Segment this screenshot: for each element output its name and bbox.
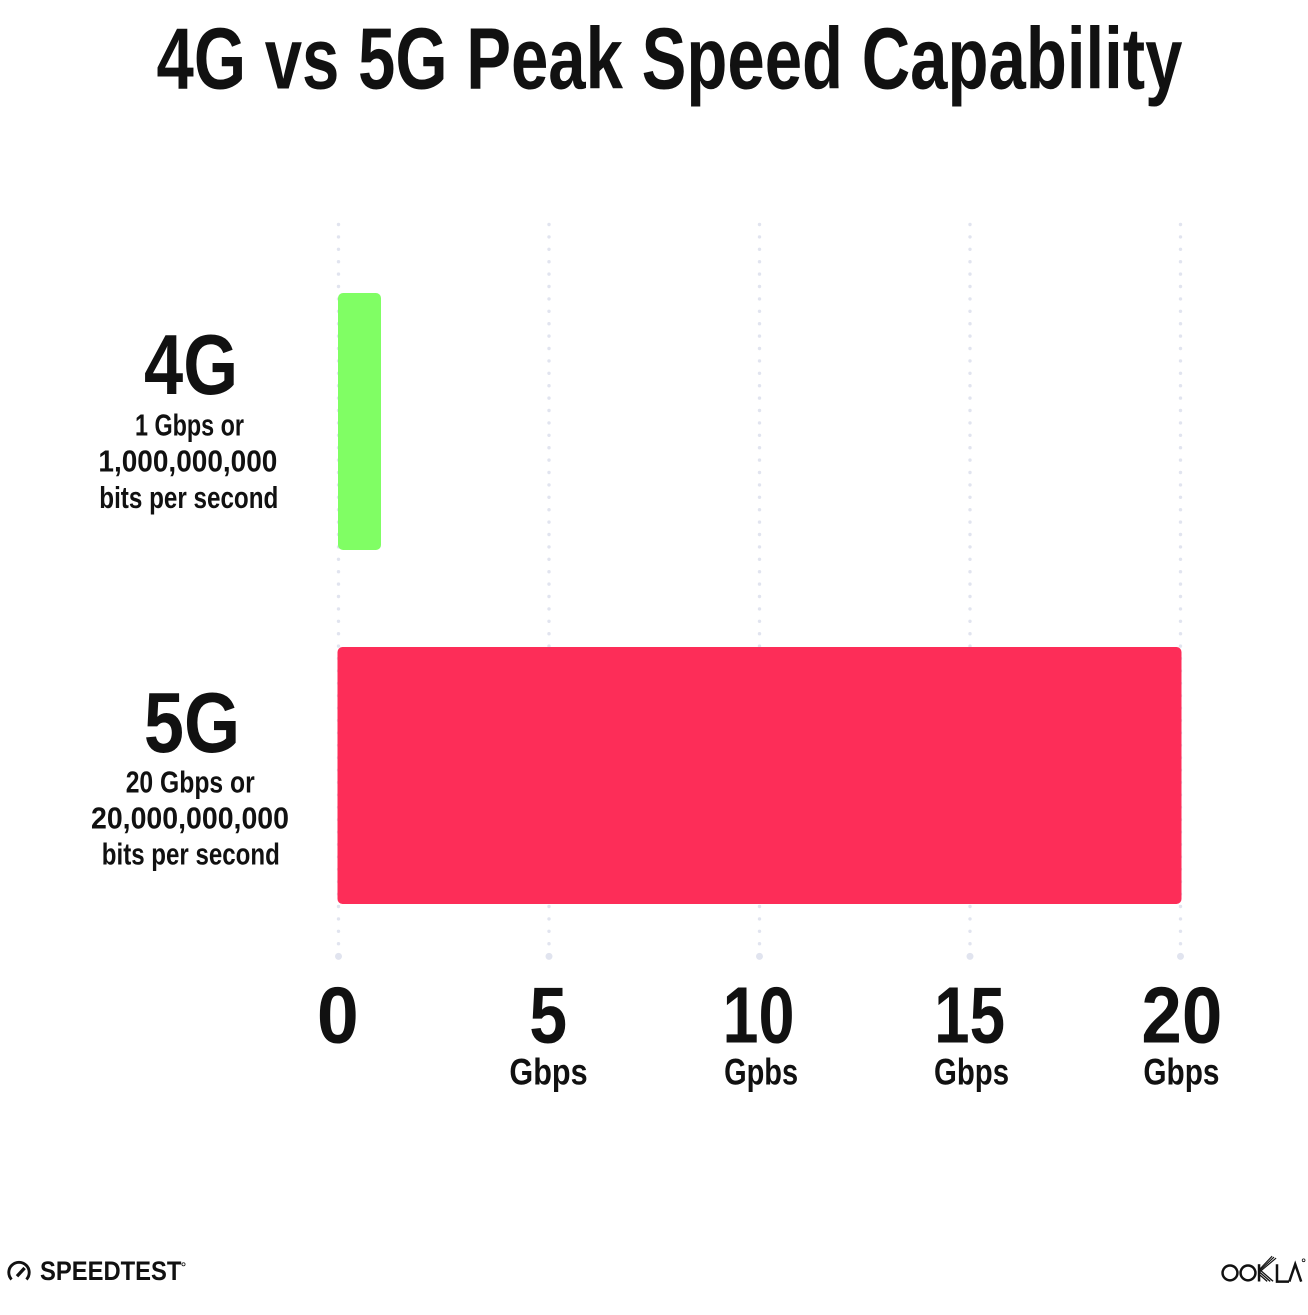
svg-text:SPEEDTEST: SPEEDTEST [40,1256,181,1286]
svg-text:4G vs 5G Peak Speed Capability: 4G vs 5G Peak Speed Capability [157,9,1183,107]
svg-text:1,000,000,000: 1,000,000,000 [98,445,277,479]
svg-text:Gbps: Gbps [1143,1052,1219,1093]
svg-text:10: 10 [722,971,794,1060]
svg-text:Gpbs: Gpbs [724,1052,798,1093]
svg-text:1 Gbps or: 1 Gbps or [135,409,244,443]
svg-text:20,000,000,000: 20,000,000,000 [91,802,289,836]
svg-text:bits per second: bits per second [99,481,278,515]
svg-text:20: 20 [1141,971,1222,1060]
svg-text:5G: 5G [144,675,240,771]
svg-text:15: 15 [934,971,1005,1060]
svg-text:5: 5 [529,971,567,1060]
svg-text:Gbps: Gbps [934,1052,1009,1093]
svg-text:Gbps: Gbps [509,1052,587,1093]
svg-text:4G: 4G [144,317,238,413]
svg-text:bits per second: bits per second [102,838,280,872]
svg-text:20 Gbps or: 20 Gbps or [126,766,255,800]
svg-text:0: 0 [317,971,359,1060]
